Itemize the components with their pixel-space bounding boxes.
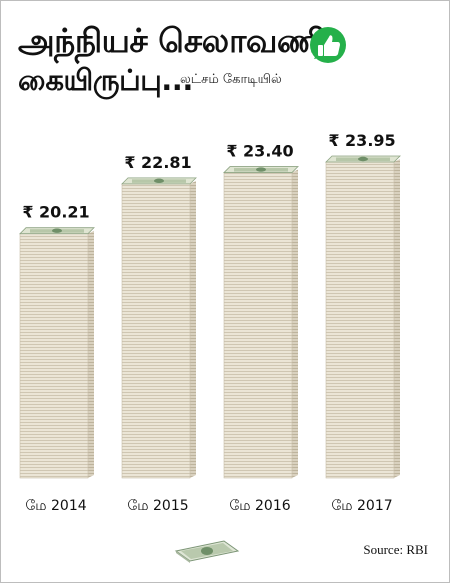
bar-side (394, 159, 400, 478)
x-tick-label: மே 2015 (127, 498, 188, 514)
bar-front (121, 183, 191, 479)
value-labels: ₹ 20.21 ₹ 22.81 ₹ 23.40 ₹ 23.95 (22, 131, 395, 222)
bar-front (325, 161, 395, 479)
money-stack-bar (121, 177, 197, 479)
chart-title-line1: அந்நியச் செலாவணி (18, 21, 326, 60)
source-note: Source: RBI (363, 542, 428, 557)
x-axis-labels: மே 2014 மே 2015 மே 2016 மே 2017 (25, 498, 392, 514)
unit-subtitle: லட்சம் கோடியில் (180, 72, 282, 87)
money-stack-bar (325, 155, 401, 479)
bill-portrait (154, 178, 164, 184)
whatsapp-thumbs-up-icon (310, 27, 346, 63)
bar-value-label: ₹ 23.40 (226, 142, 293, 161)
x-tick-label: மே 2016 (229, 498, 290, 514)
money-stack-bar (223, 166, 299, 479)
bar-side (190, 180, 196, 478)
bar-front (223, 172, 293, 479)
x-tick-label: மே 2017 (331, 498, 392, 514)
dollar-bill-icon (174, 540, 240, 563)
bar-stacks (19, 155, 401, 479)
bar-side (88, 230, 94, 478)
bar-value-label: ₹ 22.81 (124, 153, 191, 172)
bill-portrait (358, 156, 368, 162)
money-stack-bar (19, 227, 95, 479)
bar-side (292, 169, 298, 478)
bar-value-label: ₹ 23.95 (328, 131, 395, 150)
x-tick-label: மே 2014 (25, 498, 86, 514)
chart-title-line2: கையிருப்பு... (18, 63, 193, 97)
bill-portrait (52, 228, 62, 233)
bar-value-label: ₹ 20.21 (22, 203, 89, 222)
bar-front (19, 233, 89, 479)
bill-portrait (256, 167, 266, 172)
